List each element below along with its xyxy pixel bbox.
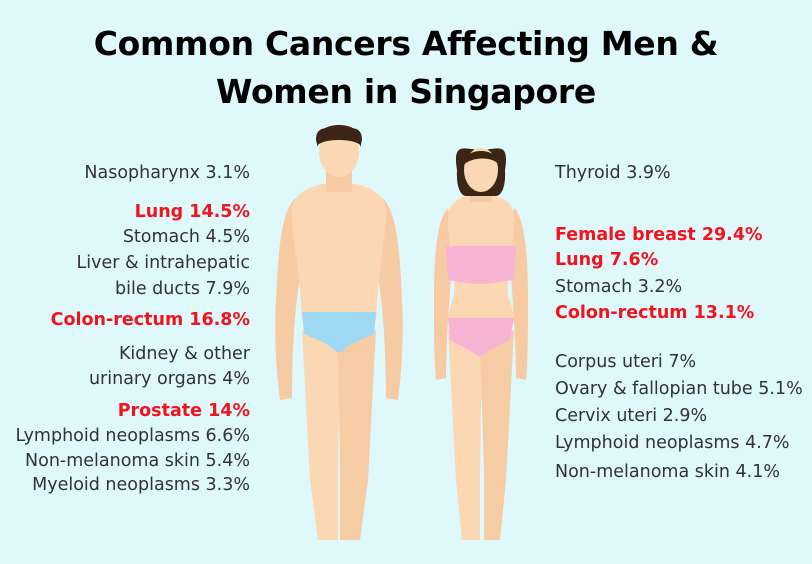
label-women-skin: Non-melanoma skin 4.1% bbox=[555, 462, 780, 482]
label-women-lung: Lung 7.6% bbox=[555, 250, 659, 270]
label-men-liver-line1: Liver & intrahepatic bbox=[76, 253, 250, 273]
label-men-liver-line2: bile ducts 7.9% bbox=[115, 279, 250, 299]
label-women-cervix: Cervix uteri 2.9% bbox=[555, 406, 708, 426]
page-title: Common Cancers Affecting Men & Women in … bbox=[0, 20, 812, 116]
label-men-prostate: Prostate 14% bbox=[117, 401, 250, 421]
label-women-colon: Colon-rectum 13.1% bbox=[555, 303, 755, 323]
title-line-1: Common Cancers Affecting Men & bbox=[93, 24, 719, 63]
label-men-lymphoid: Lymphoid neoplasms 6.6% bbox=[15, 426, 250, 446]
label-men-kidney-line1: Kidney & other bbox=[118, 344, 250, 364]
label-women-breast: Female breast 29.4% bbox=[555, 225, 763, 245]
label-women-stomach: Stomach 3.2% bbox=[555, 277, 683, 297]
label-women-lymphoid: Lymphoid neoplasms 4.7% bbox=[555, 433, 790, 453]
female-figure bbox=[434, 148, 528, 540]
male-figure bbox=[275, 125, 403, 540]
label-men-myeloid: Myeloid neoplasms 3.3% bbox=[32, 475, 250, 495]
label-men-lung: Lung 14.5% bbox=[134, 202, 250, 222]
label-women-thyroid: Thyroid 3.9% bbox=[555, 163, 671, 183]
title-line-2: Women in Singapore bbox=[216, 72, 596, 111]
label-men-colon: Colon-rectum 16.8% bbox=[50, 310, 250, 330]
label-men-kidney-line2: urinary organs 4% bbox=[88, 369, 250, 389]
label-women-ovary: Ovary & fallopian tube 5.1% bbox=[555, 379, 803, 399]
label-men-stomach: Stomach 4.5% bbox=[122, 227, 250, 247]
label-men-skin: Non-melanoma skin 5.4% bbox=[25, 451, 250, 471]
label-women-corpus: Corpus uteri 7% bbox=[555, 352, 697, 372]
label-men-nasopharynx: Nasopharynx 3.1% bbox=[84, 163, 250, 183]
